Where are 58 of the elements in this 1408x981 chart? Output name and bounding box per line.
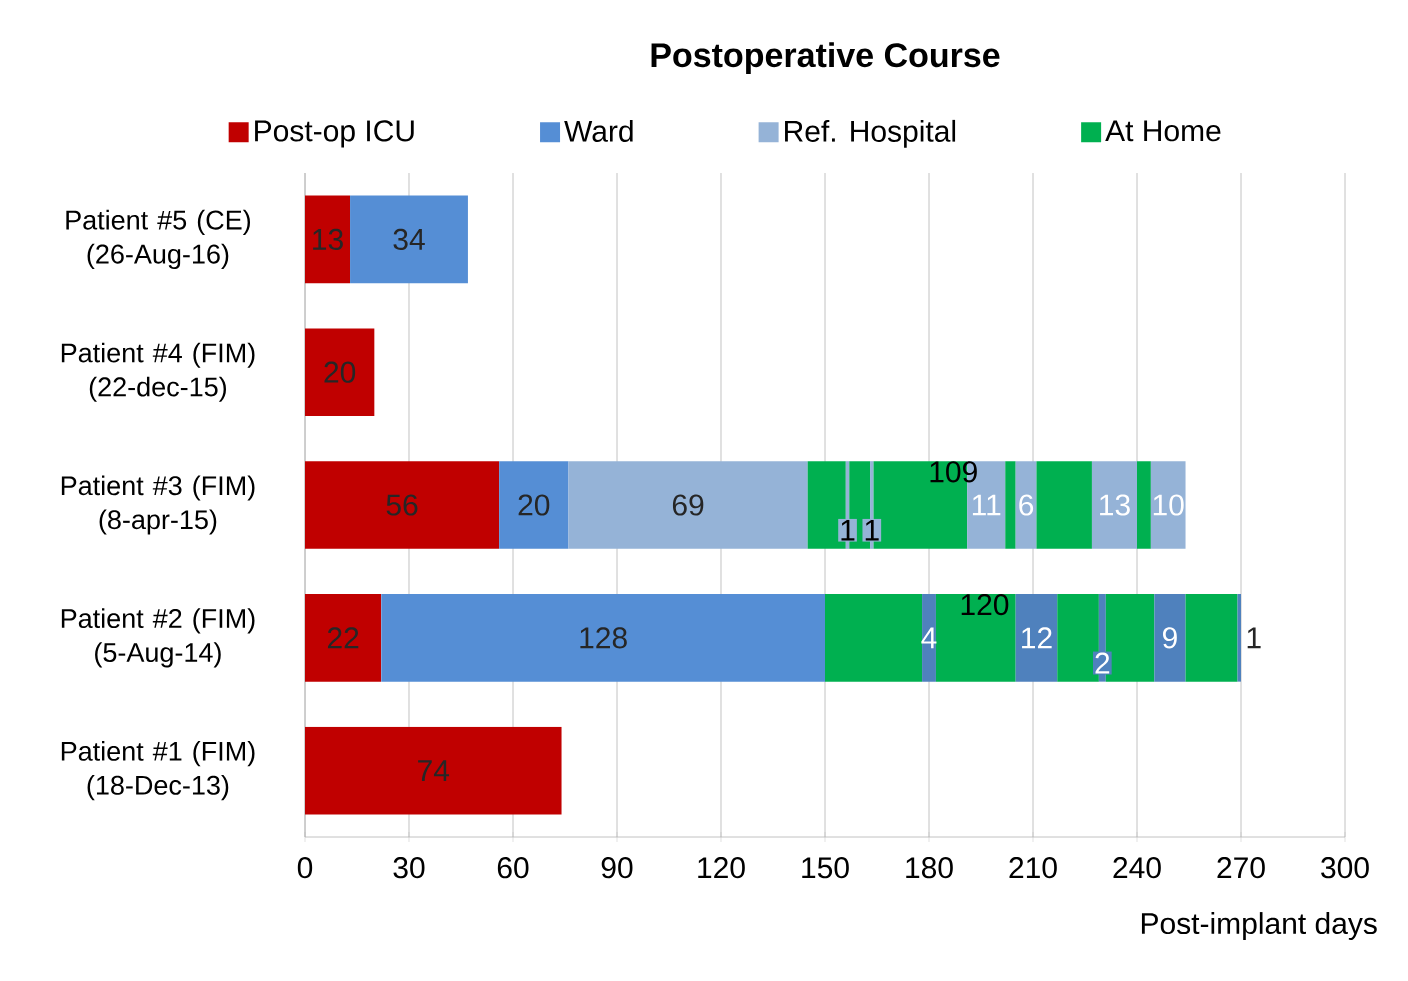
legend-label: Ref. Hospital [785, 119, 956, 148]
legend-label: At Home [1105, 120, 1221, 142]
data-label: 13 [313, 228, 343, 251]
chart-title: Postoperative Course [651, 42, 1000, 74]
bar [1005, 461, 1016, 549]
data-label: 6 [1019, 494, 1034, 516]
bar [305, 593, 382, 682]
data-label: 11 [972, 494, 1001, 516]
data-label: 1 [865, 519, 879, 541]
data-label: 20 [324, 361, 356, 383]
y-tick-label: Patient #1 (FIM) (18-Dec-13) [61, 741, 255, 801]
data-label: 2 [1095, 652, 1110, 674]
bar [305, 328, 375, 417]
x-tick-label: 60 [497, 857, 529, 879]
legend-label: Post-op ICU [255, 120, 414, 148]
y-tick-label: Patient #3 (FIM) (8-apr-15) [61, 475, 255, 535]
bar [499, 461, 569, 549]
x-tick-label: 270 [1217, 857, 1265, 879]
x-tick-label: 0 [297, 857, 313, 879]
data-label: 13 [1100, 494, 1130, 516]
bar [305, 195, 351, 284]
data-label: 56 [386, 494, 418, 516]
annotation: 120 [961, 593, 1009, 616]
x-tick-label: 180 [906, 857, 953, 879]
y-tick-label: Patient #4 (FIM) (22-dec-15) [61, 342, 255, 402]
data-label: 34 [393, 228, 425, 251]
bar [825, 593, 923, 682]
data-label: 22 [327, 627, 359, 649]
data-label: 1 [841, 519, 855, 541]
x-tick-label: 240 [1113, 857, 1161, 879]
x-tick-label: 210 [1009, 857, 1057, 879]
data-label: 10 [1153, 494, 1184, 516]
y-tick-label: Patient #2 (FIM) (5-Aug-14) [61, 608, 255, 668]
y-tick-label: Patient #5 (CE) (26-Aug-16) [66, 209, 250, 270]
bar [1137, 461, 1151, 549]
x-tick-label: 30 [393, 857, 425, 879]
bar [305, 726, 562, 815]
data-label: 69 [672, 494, 704, 516]
x-tick-label: 300 [1321, 857, 1369, 879]
data-label: 74 [418, 760, 450, 781]
data-label: 12 [1022, 627, 1052, 649]
bar [1150, 461, 1186, 549]
bar [1185, 593, 1238, 682]
x-tick-label: 90 [601, 857, 633, 879]
data-label: 9 [1163, 627, 1177, 649]
bar [381, 593, 825, 682]
x-axis-title: Post-implant days [1141, 912, 1377, 941]
data-label: 20 [518, 494, 550, 516]
bar [568, 461, 808, 549]
bar [1036, 461, 1092, 549]
bar [935, 593, 1016, 682]
x-tick-label: 150 [802, 857, 849, 879]
bar [350, 195, 468, 284]
data-label: 128 [580, 627, 627, 649]
legend-label: Ward [564, 119, 633, 142]
bar [305, 461, 500, 549]
data-label: 1 [1247, 627, 1261, 649]
x-tick-label: 120 [698, 857, 745, 879]
